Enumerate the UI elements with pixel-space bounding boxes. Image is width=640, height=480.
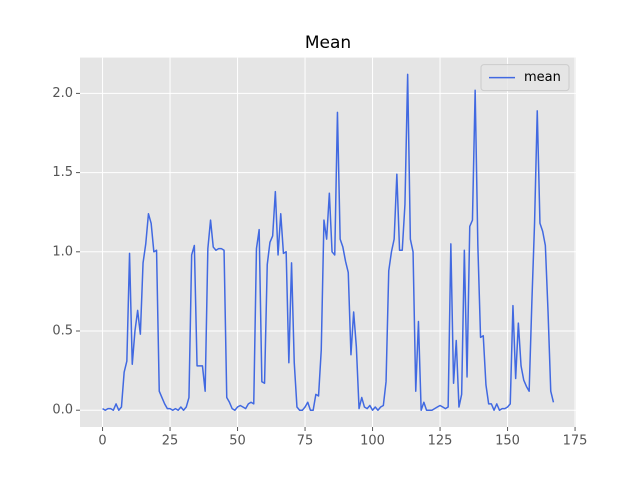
x-tick-label: 75 — [297, 434, 314, 449]
y-tick-label: 0.5 — [52, 324, 73, 339]
x-tick-label: 50 — [229, 434, 246, 449]
y-tick-label: 2.0 — [52, 86, 73, 101]
legend-label: mean — [524, 70, 561, 85]
y-tick-label: 0.0 — [52, 403, 73, 418]
x-tick-label: 175 — [563, 434, 588, 449]
x-tick-label: 25 — [162, 434, 179, 449]
x-tick-label: 100 — [360, 434, 385, 449]
plot-area — [80, 57, 576, 427]
chart-title: Mean — [305, 33, 351, 53]
x-tick-label: 150 — [495, 434, 520, 449]
data-line — [102, 73, 555, 411]
y-tick-label: 1.0 — [52, 244, 73, 259]
x-tick-label: 125 — [428, 434, 453, 449]
legend-box — [480, 64, 570, 92]
x-tick-label: 0 — [98, 434, 106, 449]
y-tick-label: 1.5 — [52, 165, 73, 180]
